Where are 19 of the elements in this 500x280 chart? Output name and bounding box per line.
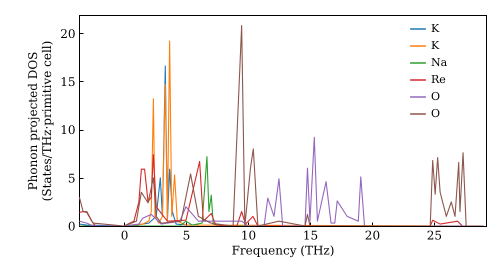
legend-label: Re — [431, 73, 446, 86]
legend-label: Na — [431, 56, 448, 69]
y-tick-label: 15 — [60, 74, 76, 89]
legend-label: O — [431, 107, 440, 120]
x-tick-label: 20 — [364, 228, 380, 242]
x-tick-label: 25 — [426, 228, 442, 242]
legend-label: K — [431, 22, 440, 35]
legend-label: K — [431, 39, 440, 52]
y-axis-title: Phonon projected DOS (States/THz·primitive cell) — [26, 40, 54, 202]
y-tick-label: 20 — [60, 26, 76, 41]
x-axis-title: Frequency (THz) — [232, 244, 334, 258]
x-tick-label: 10 — [240, 228, 256, 242]
x-tick-label: 0 — [120, 228, 128, 242]
y-tick-label: 0 — [68, 220, 76, 234]
y-tick-label: 10 — [60, 123, 76, 138]
x-tick-label: 15 — [302, 228, 318, 242]
y-tick-label: 5 — [68, 171, 76, 186]
legend-label: O — [431, 90, 440, 103]
x-tick-label: 5 — [182, 228, 190, 242]
